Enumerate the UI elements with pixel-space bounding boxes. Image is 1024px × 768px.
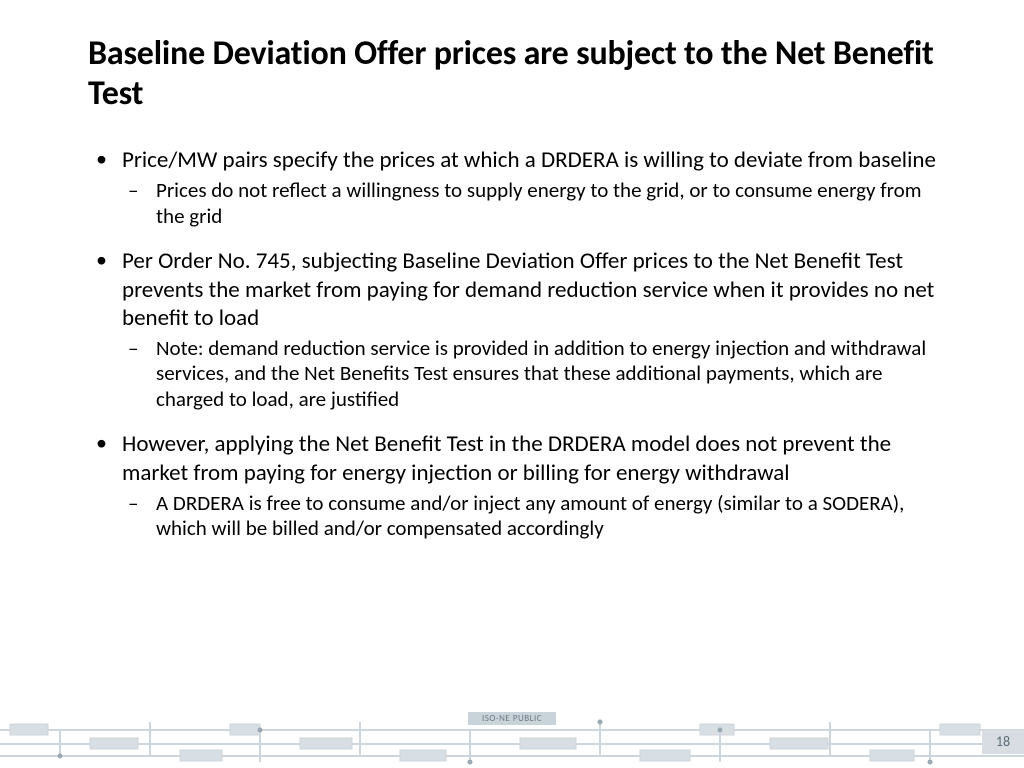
classification-label: ISO-NE PUBLIC xyxy=(468,712,556,725)
sub-bullet-list: A DRDERA is free to consume and/or injec… xyxy=(122,491,952,542)
bullet-item: Price/MW pairs specify the prices at whi… xyxy=(88,146,952,229)
sub-bullet-list: Note: demand reduction service is provid… xyxy=(122,336,952,413)
sub-bullet-item: A DRDERA is free to consume and/or injec… xyxy=(122,491,952,542)
slide-title: Baseline Deviation Offer prices are subj… xyxy=(88,34,952,114)
page-number: 18 xyxy=(982,730,1024,754)
sub-bullet-item: Note: demand reduction service is provid… xyxy=(122,336,952,413)
sub-bullet-list: Prices do not reflect a willingness to s… xyxy=(122,178,952,229)
bullet-text: However, applying the Net Benefit Test i… xyxy=(122,430,891,486)
bullet-item: However, applying the Net Benefit Test i… xyxy=(88,430,952,541)
bullet-list: Price/MW pairs specify the prices at whi… xyxy=(88,146,952,542)
bullet-item: Per Order No. 745, subjecting Baseline D… xyxy=(88,247,952,412)
slide: Baseline Deviation Offer prices are subj… xyxy=(0,0,1024,768)
sub-bullet-item: Prices do not reflect a willingness to s… xyxy=(122,178,952,229)
bullet-text: Per Order No. 745, subjecting Baseline D… xyxy=(122,247,934,331)
bullet-text: Price/MW pairs specify the prices at whi… xyxy=(122,146,936,174)
